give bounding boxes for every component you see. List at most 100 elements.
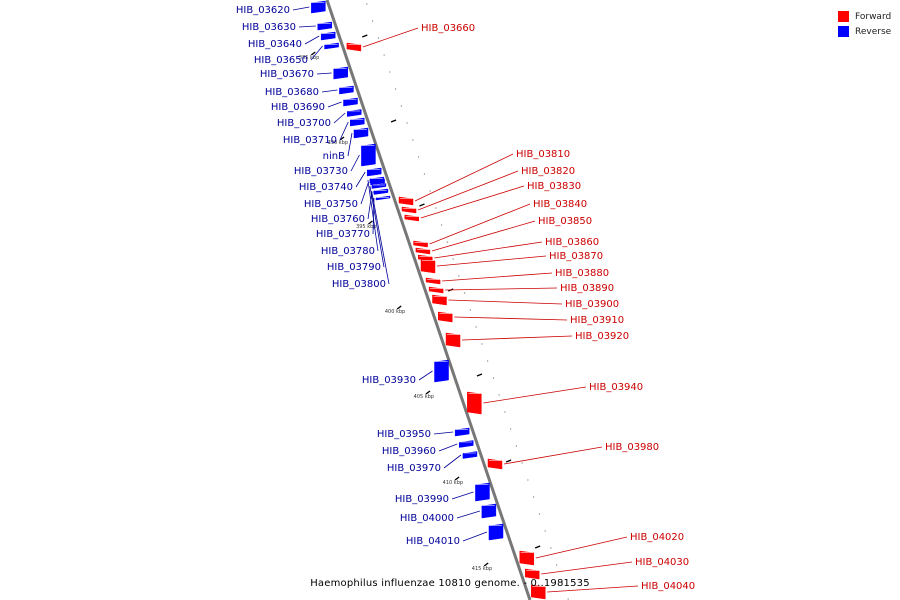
gene-label[interactable]: HIB_03750	[304, 199, 358, 210]
gene-label[interactable]: HIB_04010	[406, 536, 460, 547]
gene-hib-03980[interactable]: HIB_03980	[487, 442, 659, 470]
gene-block[interactable]	[415, 247, 431, 255]
gene-label[interactable]: HIB_03780	[321, 246, 375, 257]
gene-block[interactable]	[324, 42, 339, 50]
gene-block[interactable]	[519, 550, 535, 566]
gene-label[interactable]: HIB_03890	[560, 283, 614, 294]
gene-label[interactable]: HIB_03660	[421, 23, 475, 34]
gene-block[interactable]	[481, 503, 497, 519]
gene-label[interactable]: HIB_03950	[377, 429, 431, 440]
gene-hib-03920[interactable]: HIB_03920	[445, 331, 629, 348]
gene-hib-03650[interactable]: HIB_03650	[254, 42, 339, 66]
gene-block[interactable]	[475, 482, 490, 502]
gene-hib-03900[interactable]: HIB_03900	[432, 294, 620, 310]
gene-label[interactable]: HIB_03920	[575, 331, 629, 342]
gene-label[interactable]: HIB_04000	[400, 513, 454, 524]
gene-block[interactable]	[488, 523, 504, 541]
gene-block[interactable]	[413, 240, 428, 248]
gene-label[interactable]: HIB_03980	[605, 442, 659, 453]
gene-label[interactable]: HIB_03850	[538, 216, 592, 227]
gene-block[interactable]	[434, 359, 449, 383]
gene-hib-03620[interactable]: HIB_03620	[236, 0, 326, 16]
gene-hib-03880[interactable]: HIB_03880	[425, 268, 609, 285]
gene-hib-03950[interactable]: HIB_03950	[377, 427, 470, 440]
gene-label[interactable]: HIB_03840	[533, 199, 587, 210]
gene-block[interactable]	[445, 332, 461, 348]
gene-label[interactable]: HIB_03770	[316, 229, 370, 240]
gene-hib-04000[interactable]: HIB_04000	[400, 503, 497, 524]
gene-label[interactable]: HIB_03820	[521, 166, 575, 177]
gene-hib-03680[interactable]: HIB_03680	[265, 85, 354, 98]
gene-hib-03640[interactable]: HIB_03640	[248, 31, 336, 50]
gene-label[interactable]: HIB_03810	[516, 149, 570, 160]
gene-block[interactable]	[311, 0, 326, 14]
gene-label[interactable]: HIB_03830	[527, 181, 581, 192]
gene-hib-03850[interactable]: HIB_03850	[415, 216, 592, 255]
gene-hib-03830[interactable]: HIB_03830	[404, 181, 581, 222]
gene-label[interactable]: HIB_03880	[555, 268, 609, 279]
gene-label[interactable]: HIB_03670	[260, 69, 314, 80]
gene-label[interactable]: HIB_03650	[254, 55, 308, 66]
gene-hib-03670[interactable]: HIB_03670	[260, 66, 348, 80]
gene-block[interactable]	[467, 391, 482, 415]
gene-hib-04020[interactable]: HIB_04020	[519, 532, 684, 566]
gene-hib-04030[interactable]: HIB_04030	[524, 557, 689, 580]
gene-label[interactable]: HIB_03870	[549, 251, 603, 262]
gene-label[interactable]: HIB_03910	[570, 315, 624, 326]
gene-block[interactable]	[420, 258, 436, 274]
gene-label[interactable]: HIB_03960	[382, 446, 436, 457]
gene-hib-03940[interactable]: HIB_03940	[467, 382, 643, 415]
gene-label[interactable]: HIB_03790	[327, 262, 381, 273]
gene-hib-03970[interactable]: HIB_03970	[387, 451, 478, 475]
gene-hib-03660[interactable]: HIB_03660	[346, 23, 475, 52]
gene-label[interactable]: HIB_03690	[271, 102, 325, 113]
gene-hib-03870[interactable]: HIB_03870	[420, 251, 603, 274]
gene-label[interactable]: HIB_03970	[387, 463, 441, 474]
gene-label[interactable]: HIB_03940	[589, 382, 643, 393]
gene-hib-03800[interactable]: HIB_03800	[332, 188, 390, 290]
gene-hib-03780[interactable]: HIB_03780	[321, 176, 385, 257]
gene-hib-03740[interactable]: HIB_03740	[299, 167, 382, 193]
gene-label[interactable]: HIB_03930	[362, 375, 416, 386]
gene-hib-03730[interactable]: HIB_03730	[294, 143, 376, 177]
gene-label[interactable]: HIB_03640	[248, 39, 302, 50]
gene-block[interactable]	[404, 214, 420, 222]
gene-label[interactable]: HIB_03760	[311, 214, 365, 225]
gene-label[interactable]: HIB_03990	[395, 494, 449, 505]
gene-label[interactable]: HIB_03620	[236, 5, 290, 16]
gene-label[interactable]: HIB_04020	[630, 532, 684, 543]
gene-hib-03990[interactable]: HIB_03990	[395, 482, 490, 505]
gene-hib-03930[interactable]: HIB_03930	[362, 359, 449, 386]
gene-hib-03700[interactable]: HIB_03700	[277, 109, 362, 130]
gene-block[interactable]	[428, 286, 444, 294]
gene-label[interactable]: HIB_04040	[641, 581, 695, 592]
gene-label[interactable]: HIB_03630	[242, 22, 296, 33]
gene-label[interactable]: HIB_03900	[565, 299, 619, 310]
gene-label[interactable]: HIB_03680	[265, 87, 319, 98]
gene-block[interactable]	[401, 206, 417, 214]
gene-hib-03910[interactable]: HIB_03910	[438, 311, 624, 326]
gene-label[interactable]: HIB_03800	[332, 279, 386, 290]
gene-block[interactable]	[361, 143, 376, 167]
gene-block[interactable]	[425, 277, 441, 285]
gene-hib-03710[interactable]: HIB_03710	[283, 117, 365, 146]
gene-hib-04010[interactable]: HIB_04010	[406, 523, 504, 547]
gene-hib-03630[interactable]: HIB_03630	[242, 21, 333, 33]
gene-hib-03960[interactable]: HIB_03960	[382, 440, 474, 458]
gene-label[interactable]: HIB_03700	[277, 118, 331, 129]
gene-hib-03810[interactable]: HIB_03810	[398, 149, 570, 206]
gene-block[interactable]	[333, 66, 348, 80]
gene-hib-03820[interactable]: HIB_03820	[401, 166, 575, 214]
gene-hib-04040[interactable]: HIB_04040	[531, 581, 695, 600]
gene-hib-03890[interactable]: HIB_03890	[428, 283, 614, 294]
gene-hib-03690[interactable]: HIB_03690	[271, 97, 358, 113]
gene-label[interactable]: HIB_04030	[635, 557, 689, 568]
gene-label[interactable]: HIB_03740	[299, 182, 353, 193]
gene-hib-03840[interactable]: HIB_03840	[413, 199, 588, 248]
gene-label[interactable]: HIB_03730	[294, 166, 348, 177]
gene-label[interactable]: ninB	[323, 151, 345, 162]
gene-ninb[interactable]: ninB	[323, 127, 369, 162]
gene-label[interactable]: HIB_03860	[545, 237, 599, 248]
gene-label[interactable]: HIB_03710	[283, 135, 337, 146]
gene-block[interactable]	[353, 127, 369, 139]
